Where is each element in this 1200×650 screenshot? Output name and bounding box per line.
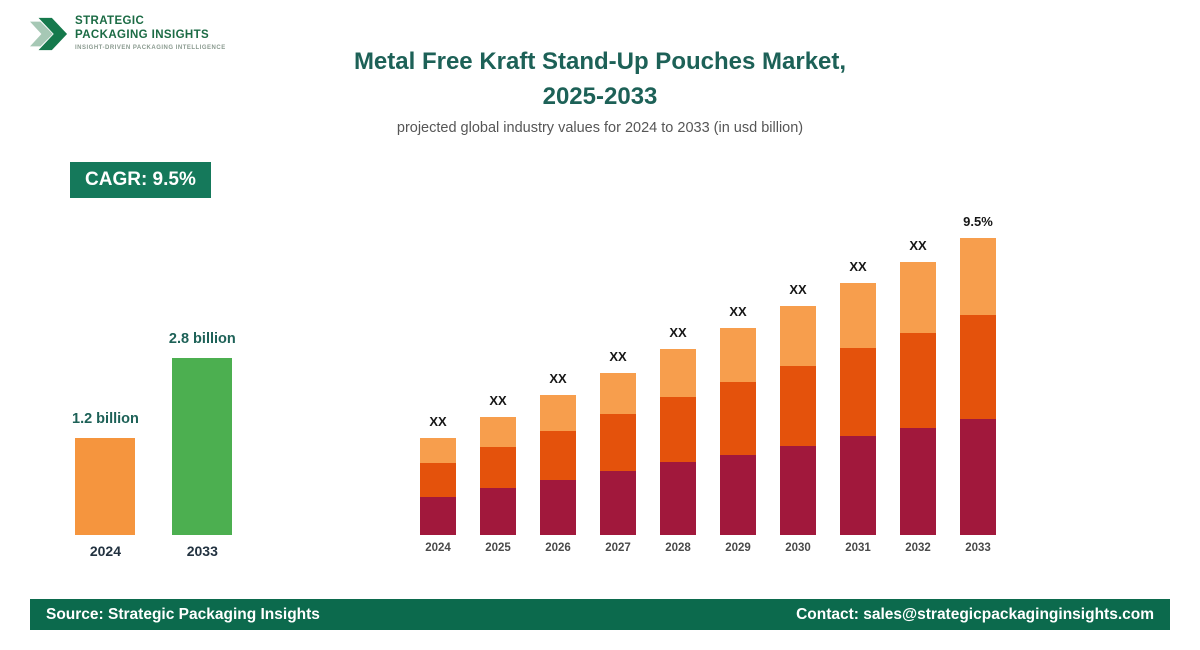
bar-value-label: XX: [789, 282, 807, 297]
bar-segment-top: [660, 349, 696, 397]
x-axis-label: 2027: [605, 542, 631, 554]
stacked-bar-group: XX 2032: [900, 239, 936, 555]
bar-segment-bottom: [900, 428, 936, 535]
bar-segment-top: [900, 262, 936, 333]
bar-segment-top: [840, 283, 876, 348]
stacked-bar: [900, 262, 936, 535]
stacked-bar-group: XX 2024: [420, 415, 456, 555]
bar-segment-bottom: [840, 436, 876, 535]
page-title-line1: Metal Free Kraft Stand-Up Pouches Market…: [353, 48, 847, 75]
stacked-bar: [780, 306, 816, 535]
summary-bar-group: 1.2 billion 2024: [72, 411, 139, 559]
x-axis-label: 2031: [845, 542, 871, 554]
stacked-bar: [720, 328, 756, 535]
stacked-bar-group: XX 2028: [660, 326, 696, 555]
bar-value-label: 1.2 billion: [72, 411, 139, 427]
cagr-badge: CAGR: 9.5%: [70, 162, 211, 198]
page-subtitle: projected global industry values for 202…: [396, 120, 804, 136]
x-axis-label: 2030: [785, 542, 811, 554]
stacked-bar-group: 9.5% 2033: [960, 215, 996, 555]
bar-value-label: XX: [549, 371, 567, 386]
bar-segment-bottom: [960, 419, 996, 535]
header: Metal Free Kraft Stand-Up Pouches Market…: [0, 44, 1200, 136]
stacked-bar: [420, 438, 456, 535]
bar-value-label: XX: [489, 393, 507, 408]
bar-segment-top: [600, 373, 636, 414]
bar-value-label: XX: [429, 414, 447, 429]
summary-growth-chart: 1.2 billion 2024 2.8 billion 2033: [72, 331, 236, 559]
stacked-bar: [480, 417, 516, 535]
logo-chevrons-icon: [30, 17, 68, 51]
bar-segment-middle: [420, 463, 456, 497]
bar-segment-middle: [480, 447, 516, 488]
bar-segment-bottom: [420, 497, 456, 535]
bar-segment-middle: [600, 414, 636, 471]
bar-segment-bottom: [660, 462, 696, 535]
bar-value-label: 9.5%: [963, 214, 993, 229]
footer-contact[interactable]: Contact: sales@strategicpackaginginsight…: [796, 605, 1154, 623]
logo-name-line1: STRATEGIC: [75, 15, 145, 27]
bar-segment-bottom: [720, 455, 756, 535]
bar-value-label: XX: [849, 259, 867, 274]
logo-name-line2: PACKAGING INSIGHTS: [75, 29, 210, 41]
bar-segment-middle: [900, 333, 936, 428]
stacked-bar-group: XX 2025: [480, 394, 516, 555]
stacked-bar: [840, 283, 876, 535]
logo-text: STRATEGIC PACKAGING INSIGHTS INSIGHT-DRI…: [75, 14, 226, 51]
bar-value-label: XX: [909, 238, 927, 253]
x-axis-label: 2025: [485, 542, 511, 554]
logo-tagline: INSIGHT-DRIVEN PACKAGING INTELLIGENCE: [75, 45, 226, 51]
bar-segment-middle: [840, 348, 876, 436]
bar-segment-bottom: [780, 446, 816, 535]
footer-bar: Source: Strategic Packaging Insights Con…: [30, 599, 1170, 630]
x-axis-label: 2033: [965, 542, 991, 554]
summary-bar: [75, 438, 136, 535]
bar-value-label: XX: [729, 304, 747, 319]
logo: STRATEGIC PACKAGING INSIGHTS INSIGHT-DRI…: [30, 14, 226, 54]
bar-segment-top: [960, 238, 996, 315]
stacked-bar-group: XX 2027: [600, 350, 636, 555]
x-axis-label: 2029: [725, 542, 751, 554]
bar-segment-top: [720, 328, 756, 382]
bar-segment-bottom: [540, 480, 576, 535]
stacked-bar: [540, 395, 576, 535]
page-title-line2: 2025-2033: [542, 83, 658, 110]
stacked-bar-group: XX 2026: [540, 372, 576, 555]
x-axis-label: 2026: [545, 542, 571, 554]
stacked-bar-group: XX 2029: [720, 305, 756, 555]
bar-segment-middle: [540, 431, 576, 480]
x-axis-label: 2028: [665, 542, 691, 554]
bar-segment-middle: [960, 315, 996, 419]
bar-segment-top: [780, 306, 816, 366]
bar-segment-top: [420, 438, 456, 463]
stacked-bar: [960, 238, 996, 535]
bar-value-label: 2.8 billion: [168, 331, 236, 347]
bar-segment-bottom: [480, 488, 516, 535]
bar-segment-bottom: [600, 471, 636, 535]
bar-value-label: XX: [669, 325, 687, 340]
summary-bar-group: 2.8 billion 2033: [169, 331, 236, 559]
stacked-bar-group: XX 2030: [780, 283, 816, 555]
x-axis-label: 2032: [905, 542, 931, 554]
bar-segment-top: [480, 417, 516, 447]
projection-chart: XX 2024 XX 2025 XX 2026 XX 2027 XX 2028 XX 2029 XX 20…: [420, 215, 996, 555]
stacked-bar-group: XX 2031: [840, 260, 876, 555]
x-axis-label: 2024: [425, 542, 451, 554]
bar-segment-middle: [780, 366, 816, 446]
bar-segment-middle: [660, 397, 696, 462]
bar-segment-top: [540, 395, 576, 431]
x-axis-label: 2024: [89, 543, 122, 559]
x-axis-label: 2033: [186, 543, 218, 559]
bar-value-label: XX: [609, 349, 627, 364]
footer-source: Source: Strategic Packaging Insights: [46, 605, 320, 623]
summary-bar: [172, 358, 233, 535]
stacked-bar: [600, 373, 636, 535]
bar-segment-middle: [720, 382, 756, 455]
stacked-bar: [660, 349, 696, 535]
